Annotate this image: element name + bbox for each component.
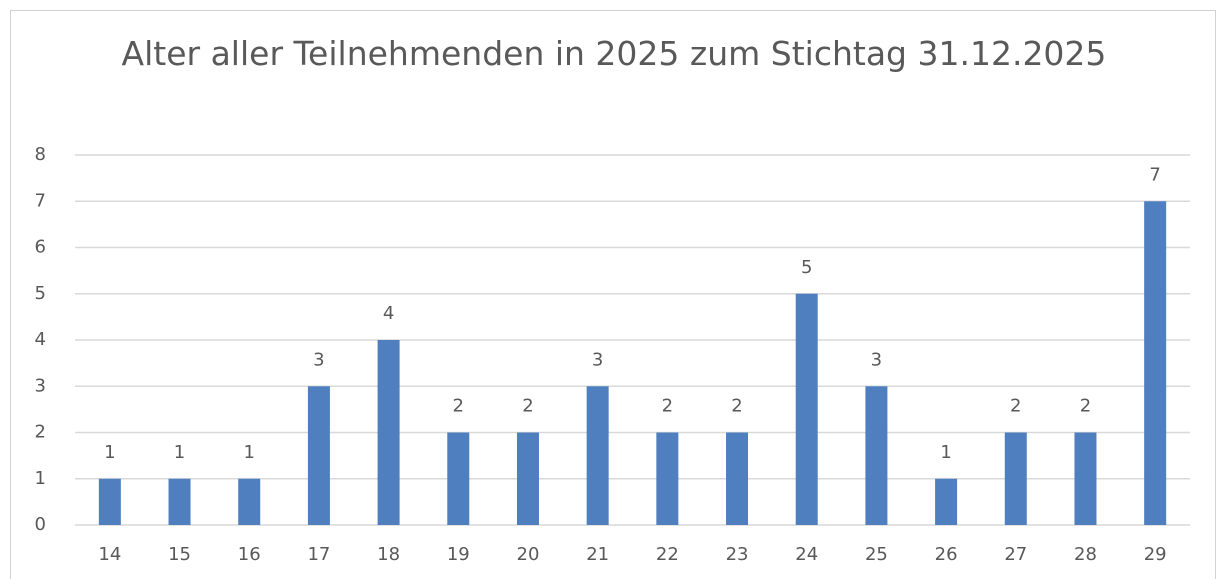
bar [865, 386, 888, 525]
data-label: 4 [383, 303, 394, 324]
y-tick-label: 7 [35, 190, 46, 211]
x-tick-label: 21 [586, 544, 609, 565]
y-tick-label: 3 [35, 375, 46, 396]
x-tick-label: 18 [377, 544, 400, 565]
bar [168, 478, 191, 525]
data-label: 2 [731, 396, 742, 417]
bar [307, 386, 330, 525]
y-tick-label: 2 [35, 422, 46, 443]
data-label: 2 [1080, 396, 1091, 417]
y-tick-label: 1 [35, 468, 46, 489]
x-tick-label: 23 [726, 544, 749, 565]
x-tick-label: 29 [1144, 544, 1167, 565]
data-label: 1 [104, 442, 115, 463]
y-tick-label: 5 [35, 283, 46, 304]
data-label: 2 [522, 396, 533, 417]
data-label: 2 [662, 396, 673, 417]
data-label: 1 [174, 442, 185, 463]
bar [1074, 432, 1097, 525]
bar [98, 478, 121, 525]
data-label: 5 [801, 257, 812, 278]
bar [516, 432, 539, 525]
x-tick-label: 27 [1004, 544, 1027, 565]
data-label: 3 [313, 349, 324, 370]
bar [586, 386, 609, 525]
x-tick-label: 22 [656, 544, 679, 565]
chart-title: Alter aller Teilnehmenden in 2025 zum St… [121, 34, 1107, 73]
x-tick-label: 20 [517, 544, 540, 565]
y-tick-label: 0 [35, 514, 46, 535]
x-tick-label: 16 [238, 544, 261, 565]
x-tick-label: 25 [865, 544, 888, 565]
bar [656, 432, 679, 525]
x-tick-label: 26 [935, 544, 958, 565]
bar [238, 478, 261, 525]
bar [447, 432, 470, 525]
x-tick-label: 17 [307, 544, 330, 565]
data-label: 3 [871, 349, 882, 370]
x-tick-label: 14 [98, 544, 121, 565]
bar [795, 293, 818, 525]
bar [1004, 432, 1027, 525]
y-tick-label: 4 [35, 329, 46, 350]
data-label: 3 [592, 349, 603, 370]
y-tick-label: 8 [35, 144, 46, 165]
bar [377, 340, 400, 525]
data-label: 1 [243, 442, 254, 463]
x-tick-label: 24 [795, 544, 818, 565]
data-label: 2 [1010, 396, 1021, 417]
data-label: 7 [1149, 164, 1160, 185]
x-tick-label: 19 [447, 544, 470, 565]
bar [1144, 201, 1167, 525]
y-tick-label: 6 [35, 237, 46, 258]
bar [726, 432, 749, 525]
data-label: 2 [453, 396, 464, 417]
data-label: 1 [940, 442, 951, 463]
chart-frame [10, 10, 1216, 579]
x-tick-label: 28 [1074, 544, 1097, 565]
x-tick-label: 15 [168, 544, 191, 565]
bar [935, 478, 958, 525]
